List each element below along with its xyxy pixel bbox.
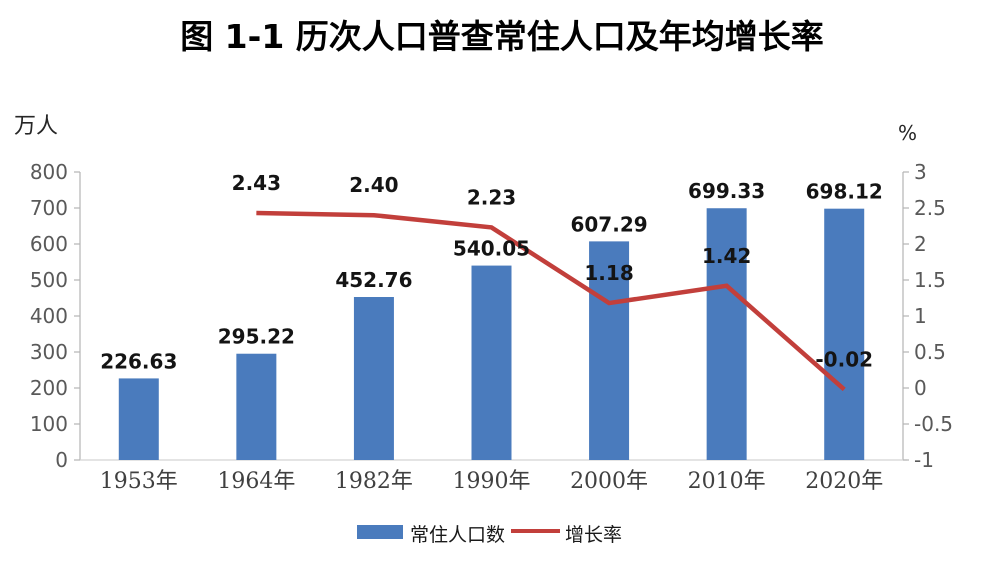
bar-1990年 [471,265,512,460]
right-axis-tick-label: 0 [914,376,927,400]
right-axis-unit-label: % [898,121,917,145]
legend-line-label: 增长率 [565,524,622,546]
bar-series-layer [118,208,865,460]
bar-value-label: 295.22 [218,325,295,349]
line-value-label: 2.40 [349,173,398,197]
x-axis-category-label: 1953年 [100,469,178,494]
right-axis-tick-label: 1 [914,304,927,328]
left-axis-tick-label: 100 [30,412,68,436]
bar-value-label: 699.33 [688,179,765,203]
x-axis-category-label: 1990年 [453,469,531,494]
bar-value-label: 540.05 [453,237,530,261]
left-axis-tick-label: 800 [30,160,68,184]
line-value-label: 1.42 [702,244,751,268]
left-axis-tick-label: 200 [30,376,68,400]
bar-value-label: 698.12 [806,180,883,204]
bar-1953年 [118,378,159,460]
x-axis-category-label: 2000年 [570,469,648,494]
right-axis-tick-label: 3 [914,160,927,184]
chart-title: 图 1-1 历次人口普查常住人口及年均增长率 [180,17,824,56]
x-axis-category-label: 2010年 [688,469,766,494]
bar-value-label: 607.29 [570,212,647,236]
left-axis-tick-label: 400 [30,304,68,328]
right-axis-tick-label: 2 [914,232,927,256]
line-value-label: -0.02 [815,347,873,371]
axes-layer: 0 100 200 300 400 500 600 700 800 -1 -0.5 0 0.5 1 1.5 2… [30,160,953,472]
left-axis-tick-label: 600 [30,232,68,256]
x-axis-labels-layer: 1953年 1964年 1982年 1990年 2000年 2010年 2020年 [100,469,883,494]
left-axis-unit-label: 万人 [14,114,58,139]
right-axis-tick-label: -0.5 [914,412,953,436]
legend: 常住人口数 增长率 [357,524,622,546]
right-axis-tick-label: 1.5 [914,268,946,292]
right-axis-tick-label: 2.5 [914,196,946,220]
legend-bar-label: 常住人口数 [410,524,505,546]
bar-2000年 [589,241,630,460]
right-axis-tick-label: -1 [914,448,934,472]
left-axis-tick-label: 300 [30,340,68,364]
left-axis-tick-label: 0 [55,448,68,472]
legend-bar-swatch [357,525,403,539]
x-axis-category-label: 1964年 [217,469,295,494]
line-value-label: 2.43 [232,171,281,195]
line-value-label: 1.18 [584,261,633,285]
bar-1964年 [236,353,277,460]
right-axis-tick-label: 0.5 [914,340,946,364]
bar-1982年 [353,297,394,460]
data-labels-layer: 226.63 295.22 452.76 540.05 607.29 699.33 698.… [100,171,883,373]
left-axis-tick-label: 700 [30,196,68,220]
line-value-label: 2.23 [467,185,516,209]
bar-value-label: 452.76 [335,268,412,292]
x-axis-category-label: 1982年 [335,469,413,494]
x-axis-category-label: 2020年 [805,469,883,494]
growth-rate-line [256,210,846,392]
bar-2010年 [706,208,747,460]
bar-2020年 [824,208,865,460]
line-series-layer [256,210,846,392]
left-axis-tick-label: 500 [30,268,68,292]
bar-value-label: 226.63 [100,349,177,373]
